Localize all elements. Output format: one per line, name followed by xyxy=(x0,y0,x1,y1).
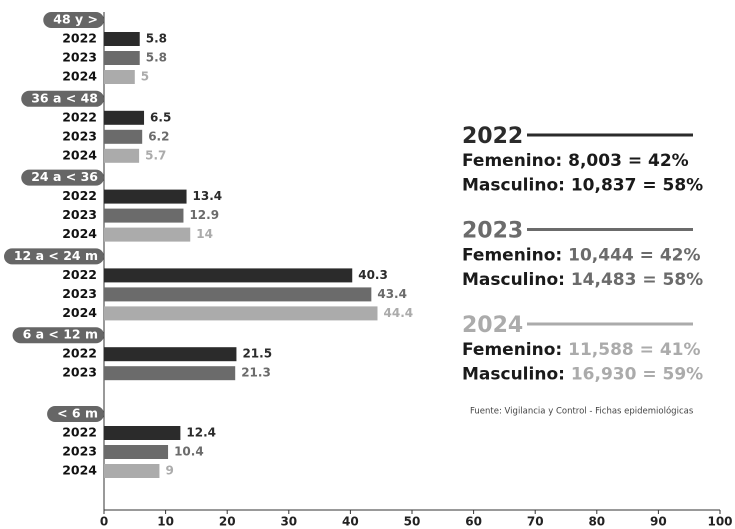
bar xyxy=(104,32,140,46)
value-label: 44.4 xyxy=(384,306,414,320)
x-tick-label: 90 xyxy=(650,515,667,529)
bar xyxy=(104,148,140,163)
year-label: 2022 xyxy=(62,425,97,440)
bar xyxy=(104,227,191,242)
bar xyxy=(104,110,145,125)
summary-year: 2022 xyxy=(462,124,523,149)
value-label: 43.4 xyxy=(377,287,407,301)
group-label: < 6 m xyxy=(57,406,98,421)
bar xyxy=(104,129,143,144)
year-label: 2023 xyxy=(62,207,97,222)
summary-value: 11,588 = 41% xyxy=(568,340,700,360)
bar xyxy=(104,366,236,381)
group-pill xyxy=(4,248,104,265)
value-label: 5.7 xyxy=(145,148,166,162)
summary-line: Masculino: 14,483 = 58% xyxy=(462,270,703,290)
year-label: 2024 xyxy=(62,305,97,320)
x-tick-label: 20 xyxy=(219,515,236,529)
year-label: 2022 xyxy=(62,109,97,124)
value-label: 6.5 xyxy=(150,110,171,124)
summary-label: Femenino: xyxy=(462,340,562,360)
group-label: 36 a < 48 xyxy=(31,90,98,105)
summary-label: Femenino: xyxy=(462,151,562,171)
summary-line: Masculino: 16,930 = 59% xyxy=(462,365,703,385)
year-label: 2022 xyxy=(62,31,97,46)
value-label: 40.3 xyxy=(358,268,388,282)
group-pill xyxy=(21,169,104,186)
year-label: 2022 xyxy=(62,188,97,203)
year-label: 2024 xyxy=(62,69,97,84)
x-tick-label: 10 xyxy=(157,515,174,529)
year-label: 2023 xyxy=(62,286,97,301)
summary-line: Femenino: 10,444 = 42% xyxy=(462,246,701,266)
year-label: 2022 xyxy=(62,346,97,361)
group-label: 12 a < 24 m xyxy=(14,248,98,263)
x-tick-label: 40 xyxy=(342,515,359,529)
year-label: 2023 xyxy=(62,365,97,380)
value-label: 10.4 xyxy=(174,445,204,459)
x-tick-label: 60 xyxy=(465,515,482,529)
bar xyxy=(104,208,184,223)
bar xyxy=(104,306,378,321)
summary-value: 8,003 = 42% xyxy=(568,151,689,171)
year-label: 2024 xyxy=(62,226,97,241)
x-tick-label: 80 xyxy=(588,515,605,529)
value-label: 5.8 xyxy=(146,32,167,46)
bar xyxy=(104,287,372,302)
x-tick-label: 30 xyxy=(280,515,297,529)
summary-label: Masculino: xyxy=(462,365,565,385)
group-pill xyxy=(12,327,104,344)
bar xyxy=(104,347,237,362)
summary-line: Masculino: 10,837 = 58% xyxy=(462,176,703,196)
summary-year: 2024 xyxy=(462,313,523,338)
summary-label: Masculino: xyxy=(462,270,565,290)
year-label: 2023 xyxy=(62,128,97,143)
value-label: 9 xyxy=(165,464,173,478)
bar xyxy=(104,189,187,204)
summary-value: 14,483 = 58% xyxy=(571,270,703,290)
value-label: 5 xyxy=(141,70,149,84)
bar xyxy=(104,70,135,84)
value-label: 14 xyxy=(196,227,213,241)
summary-label: Femenino: xyxy=(462,246,562,266)
bar xyxy=(104,426,181,440)
group-label: 6 a < 12 m xyxy=(23,327,98,342)
value-label: 12.4 xyxy=(186,426,216,440)
summary-value: 10,837 = 58% xyxy=(571,176,703,196)
year-label: 2023 xyxy=(62,50,97,65)
year-label: 2022 xyxy=(62,267,97,282)
summary-label: Masculino: xyxy=(462,176,565,196)
value-label: 21.3 xyxy=(241,366,271,380)
year-label: 2024 xyxy=(62,463,97,478)
bar xyxy=(104,51,140,65)
x-tick-label: 100 xyxy=(707,515,732,529)
value-label: 6.2 xyxy=(148,129,169,143)
value-label: 21.5 xyxy=(242,347,272,361)
summary-line: Femenino: 8,003 = 42% xyxy=(462,151,689,171)
group-pill xyxy=(43,12,104,28)
source: Fuente: Vigilancia y Control - Fichas ep… xyxy=(470,406,694,417)
x-tick-label: 70 xyxy=(527,515,544,529)
value-label: 5.8 xyxy=(146,51,167,65)
year-label: 2023 xyxy=(62,444,97,459)
value-label: 12.9 xyxy=(189,208,219,222)
summary-line: Femenino: 11,588 = 41% xyxy=(462,340,701,360)
value-label: 13.4 xyxy=(193,189,223,203)
bar xyxy=(104,464,160,478)
group-pill xyxy=(47,406,104,422)
group-pill xyxy=(21,90,104,107)
summary-value: 10,444 = 42% xyxy=(568,246,700,266)
summary-year: 2023 xyxy=(462,219,523,244)
group-label: 48 y > xyxy=(53,12,98,27)
x-tick-label: 50 xyxy=(404,515,421,529)
bar xyxy=(104,445,169,459)
bar xyxy=(104,268,353,283)
summary-value: 16,930 = 59% xyxy=(571,365,703,385)
group-label: 24 a < 36 xyxy=(31,169,98,184)
year-label: 2024 xyxy=(62,147,97,162)
x-tick-label: 0 xyxy=(100,515,108,529)
